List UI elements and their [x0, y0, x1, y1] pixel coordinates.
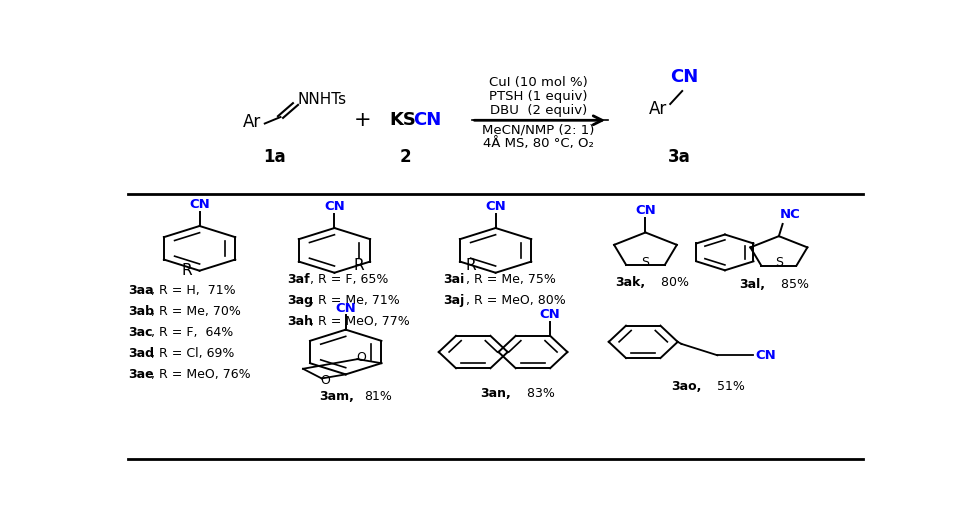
Text: 3aj: 3aj	[443, 294, 464, 307]
Text: O: O	[356, 351, 366, 364]
Text: Ar: Ar	[649, 100, 667, 118]
Text: , R = MeO, 77%: , R = MeO, 77%	[309, 315, 409, 328]
Text: R: R	[466, 258, 477, 273]
Text: 3am,: 3am,	[319, 390, 354, 403]
Text: S: S	[775, 257, 783, 269]
Text: , R = Cl, 69%: , R = Cl, 69%	[151, 347, 234, 360]
Text: 3a: 3a	[668, 148, 690, 166]
Text: 3ak,: 3ak,	[615, 276, 646, 289]
Text: , R = Me, 71%: , R = Me, 71%	[309, 294, 399, 307]
Text: 3aa: 3aa	[129, 284, 154, 297]
Text: NNHTs: NNHTs	[298, 92, 347, 108]
Text: , R = F,  64%: , R = F, 64%	[151, 326, 233, 339]
Text: CN: CN	[336, 301, 356, 315]
Text: , R = Me, 70%: , R = Me, 70%	[151, 305, 241, 318]
Text: 81%: 81%	[365, 390, 393, 403]
Text: PTSH (1 equiv): PTSH (1 equiv)	[489, 90, 588, 103]
Text: 3ag: 3ag	[287, 294, 313, 307]
Text: 3af: 3af	[287, 273, 309, 286]
Text: Ar: Ar	[243, 114, 261, 131]
Text: 2: 2	[399, 148, 412, 166]
Text: 51%: 51%	[713, 381, 745, 393]
Text: CuI (10 mol %): CuI (10 mol %)	[489, 77, 588, 89]
Text: R: R	[354, 258, 365, 273]
Text: CN: CN	[755, 349, 776, 362]
Text: CN: CN	[635, 204, 656, 218]
Text: CN: CN	[190, 198, 210, 211]
Text: 3ac: 3ac	[129, 326, 153, 339]
Text: , R = F, 65%: , R = F, 65%	[309, 273, 388, 286]
Text: , R = Me, 75%: , R = Me, 75%	[466, 273, 555, 286]
Text: 3ah: 3ah	[287, 315, 313, 328]
Text: O: O	[320, 374, 331, 387]
Text: 80%: 80%	[657, 276, 689, 289]
Text: CN: CN	[670, 68, 698, 86]
Text: 3ao,: 3ao,	[671, 381, 702, 393]
Text: 3al,: 3al,	[740, 278, 766, 290]
Text: 3ae: 3ae	[129, 369, 154, 381]
Text: R: R	[182, 263, 192, 278]
Text: 85%: 85%	[777, 278, 809, 290]
Text: CN: CN	[540, 308, 561, 321]
Text: , R = MeO, 80%: , R = MeO, 80%	[466, 294, 566, 307]
Text: S: S	[641, 256, 650, 269]
Text: CN: CN	[413, 111, 441, 129]
Text: CN: CN	[485, 200, 506, 213]
Text: 1a: 1a	[263, 148, 286, 166]
Text: NC: NC	[779, 208, 801, 221]
Text: DBU  (2 equiv): DBU (2 equiv)	[489, 104, 587, 117]
Text: , R = MeO, 76%: , R = MeO, 76%	[151, 369, 250, 381]
Text: KS: KS	[389, 111, 416, 129]
Text: 4Å MS, 80 °C, O₂: 4Å MS, 80 °C, O₂	[483, 137, 594, 150]
Text: , R = H,  71%: , R = H, 71%	[151, 284, 236, 297]
Text: 3ai: 3ai	[443, 273, 464, 286]
Text: MeCN/NMP (2: 1): MeCN/NMP (2: 1)	[483, 124, 595, 137]
Text: 3an,: 3an,	[481, 386, 511, 400]
Text: 83%: 83%	[522, 386, 554, 400]
Text: +: +	[353, 110, 371, 130]
Text: 3ad: 3ad	[129, 347, 155, 360]
Text: CN: CN	[324, 200, 345, 213]
Text: 3ab: 3ab	[129, 305, 155, 318]
